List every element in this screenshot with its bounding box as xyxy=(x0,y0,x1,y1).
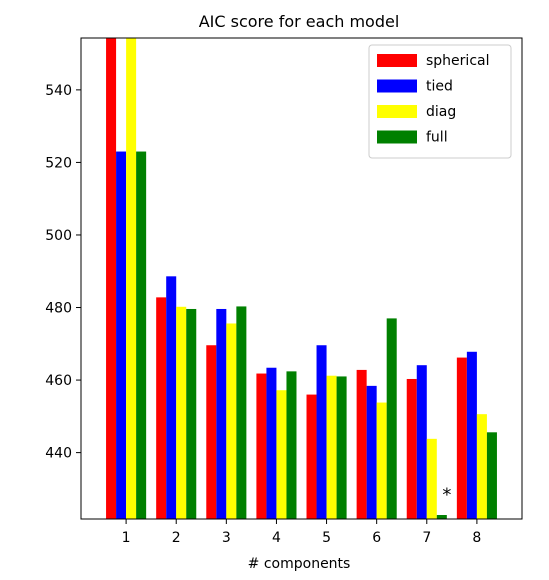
bar-spherical-6 xyxy=(356,369,367,519)
annotation-star: * xyxy=(442,485,451,506)
bar-tied-5 xyxy=(316,345,327,519)
bars-layer xyxy=(106,38,497,519)
y-tick-label: 480 xyxy=(45,301,72,317)
bar-spherical-3 xyxy=(206,345,217,519)
x-axis-label: # components xyxy=(248,556,351,572)
bar-diag-1 xyxy=(126,38,137,519)
bar-spherical-4 xyxy=(256,373,267,519)
legend-swatch-spherical xyxy=(377,54,417,67)
bar-diag-5 xyxy=(326,375,337,519)
bar-tied-6 xyxy=(366,385,377,519)
x-tick-label: 6 xyxy=(372,530,381,546)
y-tick-label: 460 xyxy=(45,373,72,389)
bar-tied-4 xyxy=(266,367,277,519)
bar-spherical-2 xyxy=(156,297,167,519)
legend-swatch-tied xyxy=(377,79,417,93)
y-tick-label: 520 xyxy=(45,155,72,171)
bar-full-2 xyxy=(186,308,197,519)
bar-diag-3 xyxy=(226,323,237,519)
bar-diag-6 xyxy=(376,402,387,519)
bar-spherical-8 xyxy=(456,357,467,519)
y-tick-label: 440 xyxy=(45,446,72,462)
legend-label-diag: diag xyxy=(426,104,456,120)
bar-full-1 xyxy=(136,151,147,519)
bar-full-3 xyxy=(236,306,247,519)
x-tick-label: 3 xyxy=(222,530,231,546)
bar-tied-1 xyxy=(116,151,127,519)
bar-full-5 xyxy=(336,376,347,519)
x-tick-label: 7 xyxy=(422,530,431,546)
bar-spherical-7 xyxy=(406,378,417,519)
plot-frame xyxy=(80,37,523,520)
bar-full-7 xyxy=(436,515,447,519)
bar-full-8 xyxy=(486,432,497,519)
x-tick-label: 8 xyxy=(472,530,481,546)
bar-diag-7 xyxy=(426,438,437,519)
y-axis: 440 460 480 500 520 540 xyxy=(45,83,81,462)
legend-swatch-diag xyxy=(377,105,417,118)
bar-tied-3 xyxy=(216,308,227,519)
legend-label-full: full xyxy=(426,130,448,146)
bar-diag-2 xyxy=(176,306,187,519)
bar-diag-4 xyxy=(276,390,287,519)
bar-full-6 xyxy=(386,318,397,519)
y-tick-label: 540 xyxy=(45,83,72,99)
bar-spherical-5 xyxy=(306,394,317,519)
x-tick-label: 1 xyxy=(122,530,131,546)
y-tick-label: 500 xyxy=(45,228,72,244)
x-tick-label: 2 xyxy=(172,530,181,546)
bar-tied-2 xyxy=(166,276,177,519)
bar-diag-8 xyxy=(476,414,487,519)
legend: spherical tied diag full xyxy=(368,44,512,159)
bar-tied-7 xyxy=(416,365,427,519)
legend-label-tied: tied xyxy=(426,79,453,95)
legend-label-spherical: spherical xyxy=(426,53,489,69)
legend-box xyxy=(368,44,512,159)
x-tick-label: 5 xyxy=(322,530,331,546)
bar-tied-8 xyxy=(466,351,477,519)
bar-spherical-1 xyxy=(106,38,117,519)
legend-swatch-full xyxy=(377,130,417,144)
x-axis: 1 2 3 4 5 6 7 8 xyxy=(122,519,481,546)
chart-title: AIC score for each model xyxy=(199,12,400,31)
x-tick-label: 4 xyxy=(272,530,281,546)
bar-full-4 xyxy=(286,371,297,519)
